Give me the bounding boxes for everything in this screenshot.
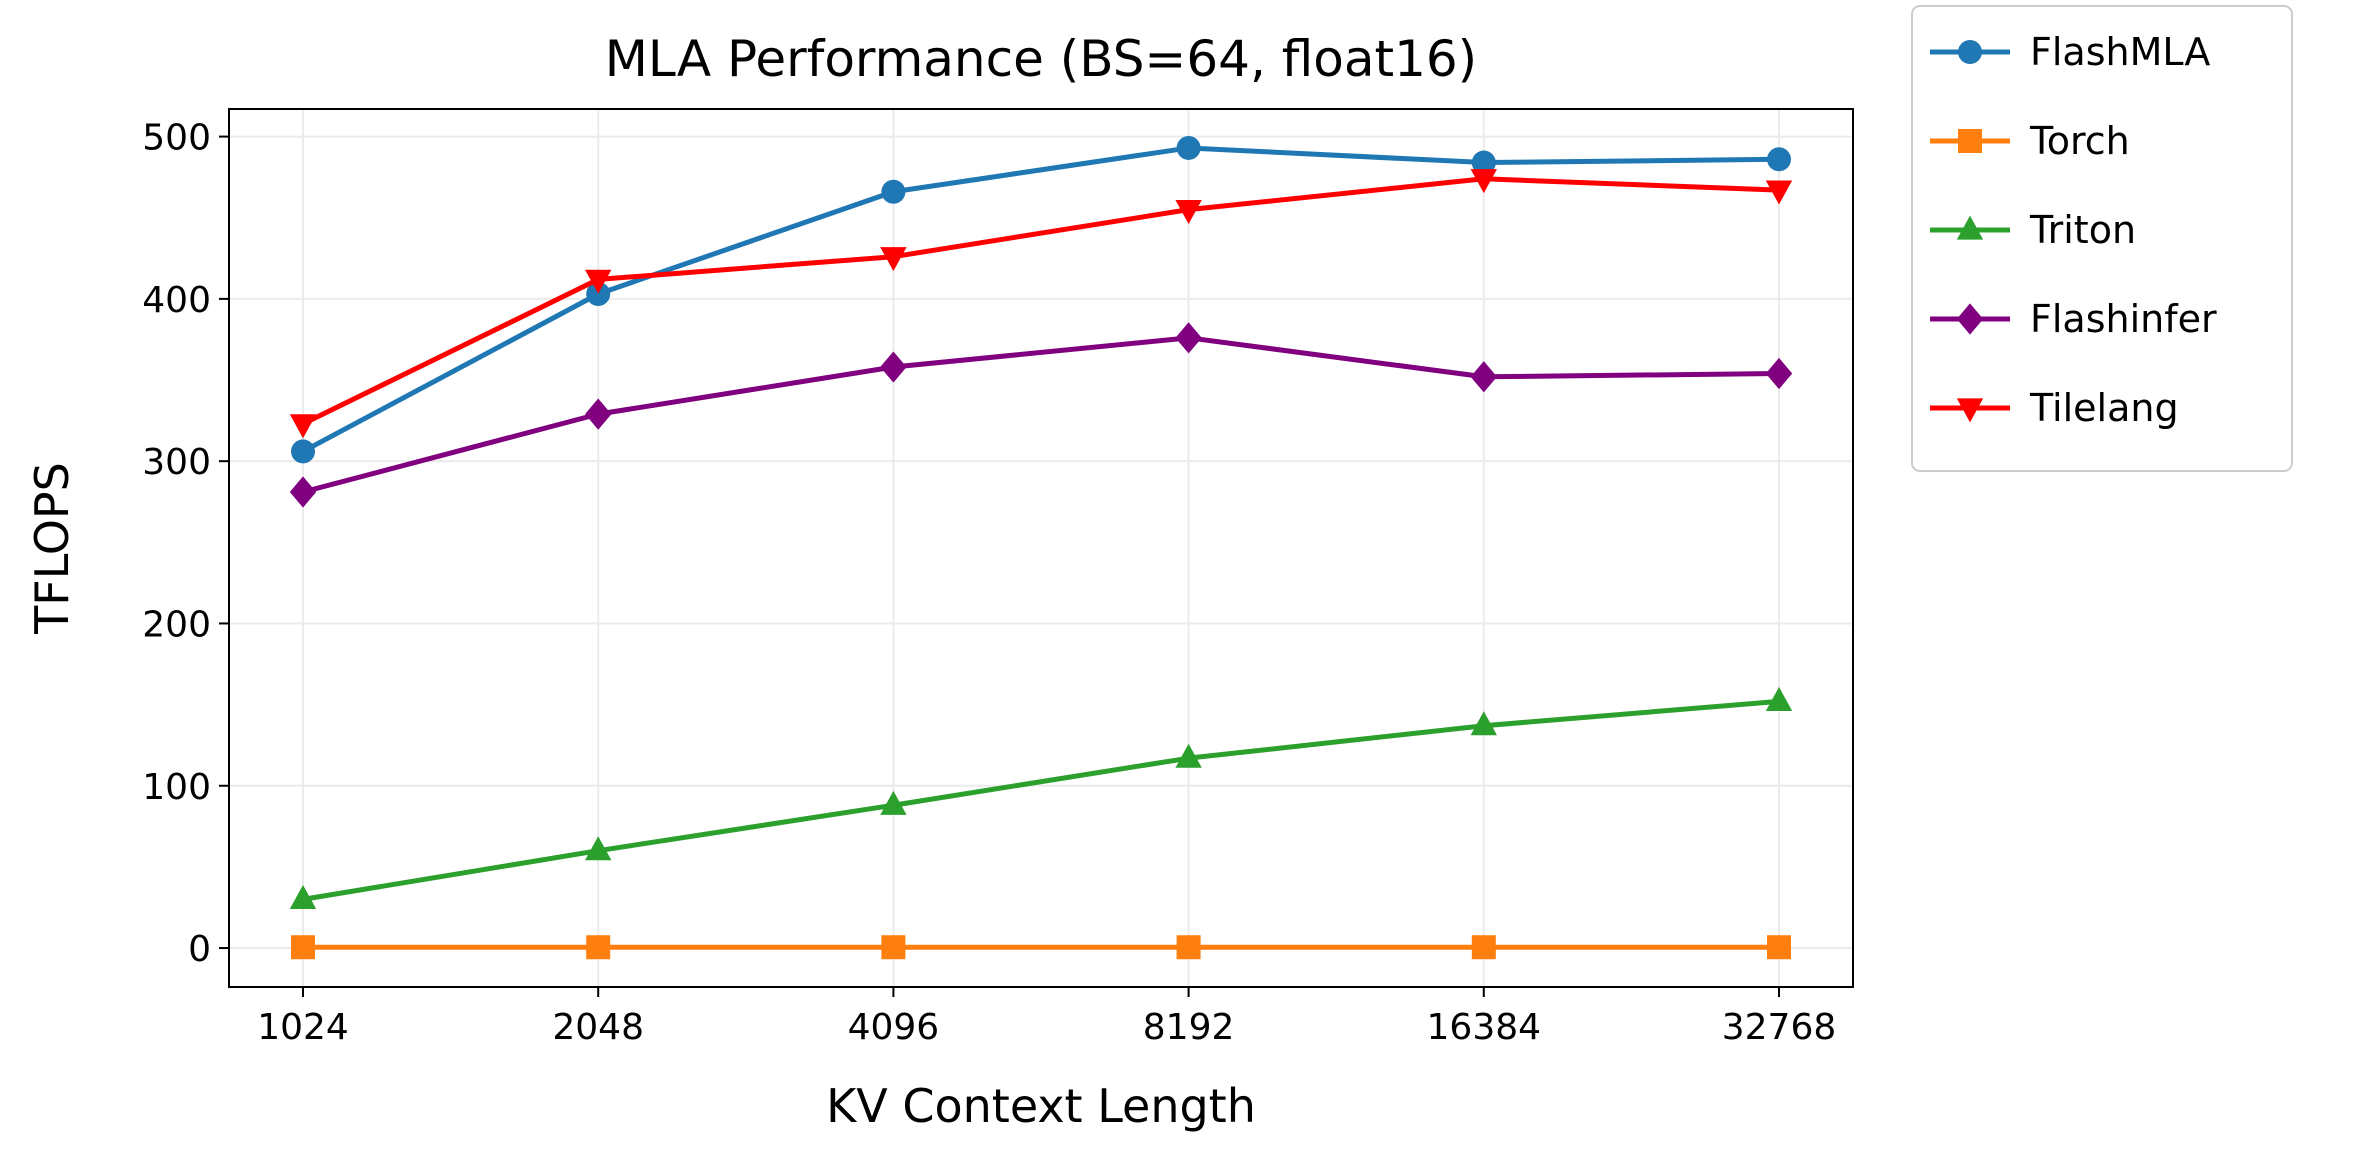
data-point	[880, 790, 907, 815]
legend-label: Flashinfer	[2030, 297, 2217, 341]
series-line	[301, 176, 1780, 427]
x-tick-label: 32768	[1722, 1007, 1837, 1048]
data-point	[291, 439, 315, 464]
data-point	[585, 269, 612, 294]
y-tick-label: 300	[142, 442, 211, 483]
series-line	[301, 145, 1780, 454]
data-point	[289, 476, 317, 508]
data-point	[291, 935, 315, 960]
series-flashmla	[291, 135, 1791, 464]
legend: FlashMLA Torch Triton Flashinfer Tilelang	[1911, 5, 2293, 472]
data-point	[1175, 322, 1202, 354]
data-point	[586, 935, 611, 960]
series-line	[302, 335, 1780, 495]
legend-marker	[1956, 303, 1984, 335]
data-point	[1175, 200, 1202, 225]
data-point	[1767, 147, 1791, 172]
legend-marker	[1958, 40, 1982, 64]
data-point	[881, 935, 906, 960]
data-point	[1765, 357, 1793, 390]
legend-box	[1911, 5, 2293, 472]
x-tick-label: 4096	[848, 1007, 940, 1048]
legend-label: Torch	[2029, 119, 2130, 163]
y-tick-label: 200	[142, 604, 211, 645]
legend-marker	[1958, 129, 1982, 153]
data-point	[1175, 743, 1202, 768]
data-point	[1471, 935, 1496, 960]
data-point	[880, 247, 907, 272]
x-tick-label: 8192	[1143, 1007, 1235, 1048]
data-point	[1470, 169, 1497, 194]
data-point	[1765, 686, 1793, 711]
data-point	[1176, 935, 1201, 960]
data-point	[1176, 135, 1201, 160]
data-point	[1470, 711, 1497, 736]
x-tick-label: 2048	[552, 1007, 644, 1048]
plot-frame	[228, 108, 1854, 988]
legend-label: FlashMLA	[2030, 30, 2210, 74]
axes: 1024 2048 4096 8192 16384 32768 0 100 200 300 400 5…	[142, 118, 1836, 1048]
data-point	[585, 836, 612, 861]
x-tick-label: 1024	[257, 1007, 349, 1048]
legend-label: Tilelang	[2029, 386, 2179, 430]
y-tick-label: 0	[188, 929, 211, 970]
data-point	[289, 884, 317, 909]
series-flashinfer	[289, 322, 1793, 508]
series-torch	[291, 935, 1791, 960]
y-tick-label: 100	[142, 767, 211, 808]
data-point	[880, 351, 907, 383]
data-point	[1767, 935, 1791, 960]
y-tick-label: 400	[142, 280, 211, 321]
data-point	[1765, 180, 1793, 205]
data-point	[586, 282, 611, 307]
x-tick-label: 16384	[1427, 1007, 1542, 1048]
data-point	[1470, 361, 1497, 393]
legend-marker	[1956, 398, 1984, 423]
grid	[229, 109, 1853, 987]
series-line	[302, 698, 1780, 902]
data-point	[289, 414, 317, 439]
y-tick-label: 500	[142, 118, 211, 159]
series-tilelang	[289, 169, 1793, 439]
legend-marker	[1956, 215, 1984, 240]
legend-label: Triton	[2029, 208, 2136, 252]
data-point	[881, 179, 906, 204]
data-point	[1471, 150, 1496, 175]
x-axis-label: KV Context Length	[826, 1079, 1256, 1133]
data-point	[585, 398, 612, 430]
series-triton	[289, 686, 1793, 909]
chart-title: MLA Performance (BS=64, float16)	[605, 30, 1477, 88]
y-axis-label: TFLOPS	[25, 462, 79, 635]
series-group	[289, 135, 1793, 960]
